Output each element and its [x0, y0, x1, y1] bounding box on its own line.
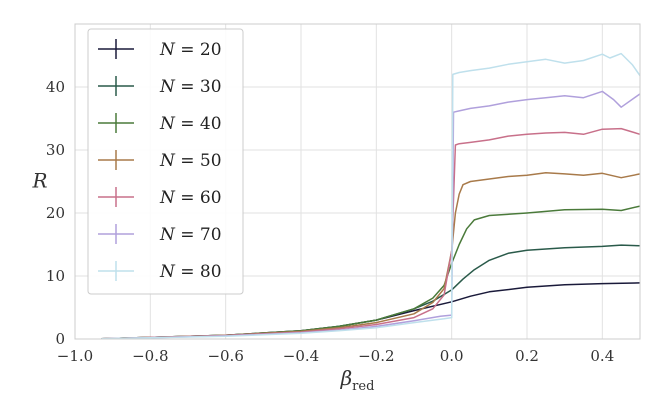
- x-tick-label: −0.6: [207, 347, 243, 365]
- legend-entry-20: N = 20: [98, 39, 222, 60]
- x-tick-label: −0.4: [283, 347, 319, 365]
- x-tick-label: −1.0: [57, 347, 93, 365]
- legend-label: N = 30: [159, 77, 222, 97]
- y-tick-labels: 0 10 20 30 40: [46, 78, 65, 348]
- y-tick-label: 10: [46, 267, 65, 285]
- series-line-60: [101, 127, 641, 340]
- x-tick-label: −0.8: [132, 347, 168, 365]
- x-axis-label-sub: red: [352, 379, 374, 394]
- legend-entry-80: N = 80: [98, 261, 222, 282]
- legend-entry-40: N = 40: [98, 113, 222, 134]
- y-tick-label: 0: [55, 330, 65, 348]
- series-layer: [101, 52, 641, 340]
- x-axis-label-main: β: [340, 366, 353, 390]
- y-tick-label: 30: [46, 141, 65, 159]
- legend-entry-70: N = 70: [98, 224, 222, 245]
- legend-entry-50: N = 50: [98, 150, 222, 171]
- legend-entry-60: N = 60: [98, 187, 222, 208]
- plot-frame: [74, 23, 641, 340]
- x-tick-labels: −1.0 −0.8 −0.6 −0.4 −0.2 0.0 0.2 0.4: [57, 347, 614, 365]
- x-tick-label: 0.0: [440, 347, 464, 365]
- legend-items: N = 20 N = 30 N = 40 N = 50 N = 60 N = 70 N = …: [98, 39, 222, 282]
- legend-label: N = 40: [159, 114, 222, 134]
- legend-label: N = 50: [159, 151, 222, 171]
- y-tick-label: 20: [46, 204, 65, 222]
- x-tick-label: 0.4: [590, 347, 614, 365]
- legend-label: N = 20: [159, 40, 222, 60]
- y-tick-label: 40: [46, 78, 65, 96]
- legend: N = 20 N = 30 N = 40 N = 50 N = 60 N = 70 N = …: [87, 28, 244, 295]
- y-axis-label: R: [31, 169, 47, 193]
- series-line-80: [101, 52, 641, 340]
- legend-label: N = 60: [159, 188, 222, 208]
- series-line-50: [101, 171, 641, 340]
- x-axis-label: βred: [340, 366, 375, 394]
- legend-label: N = 70: [159, 225, 222, 245]
- legend-label: N = 80: [159, 262, 222, 282]
- x-tick-label: −0.2: [358, 347, 394, 365]
- legend-entry-30: N = 30: [98, 76, 222, 97]
- x-tick-label: 0.2: [515, 347, 539, 365]
- legend-box: [87, 28, 244, 295]
